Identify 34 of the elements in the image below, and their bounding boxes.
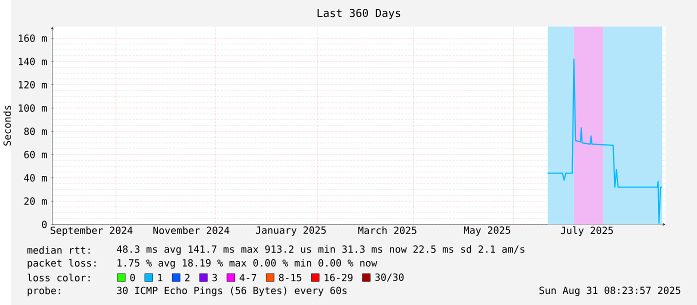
x-tick-label: November 2024	[153, 226, 230, 234]
y-tick-label: 120 m	[18, 80, 47, 88]
y-tick-label: 100 m	[18, 104, 47, 112]
x-tick-label: May 2025	[464, 226, 510, 236]
y-tick-label: 80 m	[24, 128, 47, 135]
legend-label: 2	[185, 274, 190, 282]
y-tick-label: 40 m	[24, 174, 47, 182]
legend-label: 30/30	[375, 273, 404, 282]
text: 1.75 % avg 18.19 % max 0.00 % min 0.00 % now	[118, 258, 378, 269]
legend-label: 1	[158, 274, 162, 282]
y-tick-label: 0	[42, 220, 47, 228]
legend-label: 4-7	[240, 274, 256, 282]
text: probe:	[28, 286, 60, 296]
x-tick-label: July 2025	[560, 226, 613, 236]
y-tick-label: 20 m	[24, 197, 47, 205]
legend-label: 3	[212, 274, 217, 282]
legend-label: 8-15	[279, 274, 302, 282]
x-tick-label: March 2025	[358, 226, 416, 234]
legend-title: loss color:	[28, 274, 90, 282]
y-axis-title: Seconds	[3, 106, 11, 146]
text: Sun Aug 31 08:23:57 2025	[539, 286, 680, 296]
legend-label: 16-29	[324, 274, 353, 282]
y-tick-label: 140 m	[18, 58, 47, 66]
line-series	[547, 58, 663, 224]
text: median rtt:	[27, 246, 90, 254]
y-tick-label: 160 m	[18, 34, 47, 42]
legend-label: 0	[130, 274, 135, 282]
text: 30 ICMP Echo Pings (56 Bytes) every 60s	[117, 286, 347, 296]
y-tick-label: 60 m	[24, 150, 47, 158]
x-tick-label: January 2025	[256, 226, 326, 236]
x-tick-label: September 2024	[50, 226, 133, 236]
text: packet loss:	[28, 258, 96, 269]
text: 48.3 ms avg 141.7 ms max 913.2 us min 31.3 ms now 22.5 ms sd 2.1 am/s	[116, 245, 524, 255]
chart-title: Last 360 Days	[318, 8, 400, 20]
